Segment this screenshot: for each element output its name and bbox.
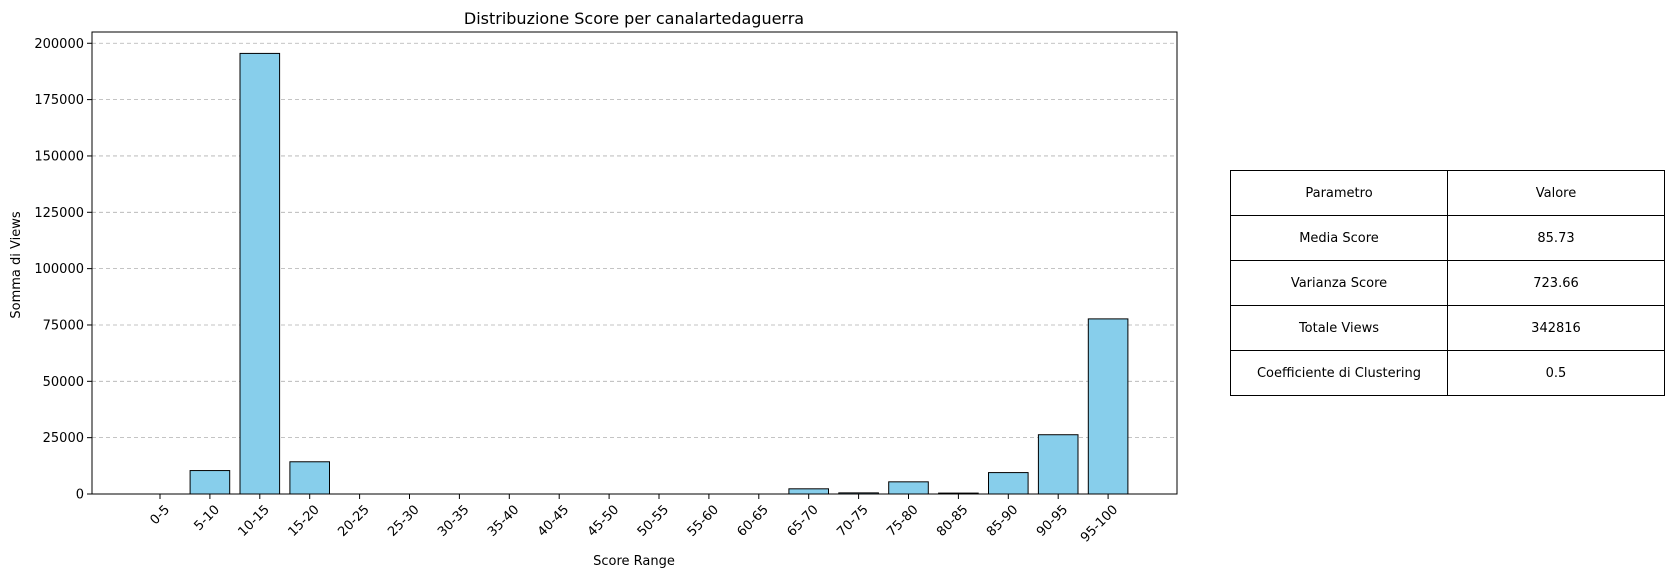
- x-tick-label: 70-75: [834, 502, 871, 539]
- x-tick-label: 30-35: [435, 502, 472, 539]
- y-tick-label: 75000: [43, 318, 84, 333]
- x-tick-label: 80-85: [934, 502, 971, 539]
- bar: [189, 470, 231, 495]
- x-tick-label: 5-10: [191, 502, 222, 533]
- bar: [988, 472, 1029, 495]
- table-row: Coefficiente di Clustering 0.5: [1230, 350, 1665, 396]
- value-cell: 85.73: [1447, 215, 1665, 261]
- bar: [239, 52, 281, 495]
- plot-frame: [91, 31, 1178, 495]
- value-cell: 0.5: [1447, 350, 1665, 396]
- x-tick-label: 60-65: [735, 502, 772, 539]
- x-tick-label: 45-50: [585, 502, 622, 539]
- x-tick-label: 35-40: [485, 502, 522, 539]
- stats-table: Parametro Valore Media Score 85.73 Varianza …: [1230, 170, 1665, 396]
- y-tick-label: 125000: [34, 206, 84, 221]
- y-tick-label: 25000: [43, 431, 84, 446]
- y-tick-label: 150000: [34, 149, 84, 164]
- x-tick-label: 90-95: [1034, 502, 1071, 539]
- param-cell: Totale Views: [1230, 305, 1448, 351]
- chart-title: Distribuzione Score per canalartedaguerr…: [464, 9, 804, 28]
- x-axis-ticks: 0-5 5-10 10-15 15-20 20-25 25-30 30-35 35-40 40-…: [147, 494, 1121, 546]
- bar-chart: 0 25000 50000 75000 100000 125000 150000 175000…: [9, 9, 1178, 569]
- bar: [888, 481, 929, 495]
- x-tick-label: 25-30: [385, 502, 422, 539]
- table-row: Totale Views 342816: [1230, 305, 1665, 351]
- x-tick-label: 75-80: [884, 502, 921, 539]
- x-tick-label: 65-70: [784, 502, 821, 539]
- x-tick-label: 15-20: [285, 502, 322, 539]
- y-axis-ticks: 0 25000 50000 75000 100000 125000 150000 175000…: [34, 37, 92, 503]
- param-cell: Varianza Score: [1230, 260, 1448, 306]
- x-tick-label: 10-15: [236, 502, 273, 539]
- y-tick-label: 200000: [34, 37, 84, 52]
- x-tick-label: 55-60: [685, 502, 722, 539]
- x-axis-label: Score Range: [593, 554, 675, 569]
- param-cell: Parametro: [1230, 170, 1448, 216]
- bar: [1087, 318, 1129, 495]
- value-cell: 342816: [1447, 305, 1665, 351]
- x-tick-label: 20-25: [335, 502, 372, 539]
- table-row: Varianza Score 723.66: [1230, 260, 1665, 306]
- gridlines: [92, 42, 1177, 495]
- table-header-row: Parametro Valore: [1230, 170, 1665, 216]
- y-axis-label: Somma di Views: [9, 211, 24, 318]
- param-cell: Coefficiente di Clustering: [1230, 350, 1448, 396]
- value-cell: Valore: [1447, 170, 1665, 216]
- x-tick-label: 0-5: [147, 502, 173, 528]
- x-tick-label: 40-45: [535, 502, 572, 539]
- y-tick-label: 175000: [34, 93, 84, 108]
- table-row: Media Score 85.73: [1230, 215, 1665, 261]
- x-tick-label: 95-100: [1078, 502, 1121, 545]
- bar: [1037, 434, 1079, 495]
- bars: [189, 52, 1129, 495]
- bar: [289, 461, 330, 495]
- y-tick-label: 50000: [43, 375, 84, 390]
- param-cell: Media Score: [1230, 215, 1448, 261]
- x-tick-label: 85-90: [984, 502, 1021, 539]
- y-tick-label: 0: [76, 488, 84, 503]
- x-tick-label: 50-55: [635, 502, 672, 539]
- y-tick-label: 100000: [34, 262, 84, 277]
- value-cell: 723.66: [1447, 260, 1665, 306]
- bar: [788, 488, 830, 495]
